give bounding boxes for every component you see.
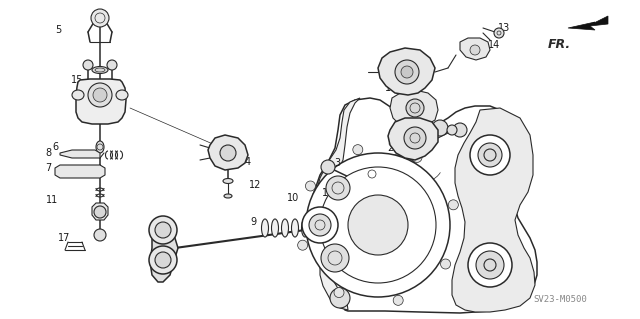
Text: FR.: FR. bbox=[548, 38, 571, 51]
Ellipse shape bbox=[92, 66, 108, 73]
Circle shape bbox=[298, 240, 308, 250]
Ellipse shape bbox=[224, 194, 232, 198]
Circle shape bbox=[88, 83, 112, 107]
Circle shape bbox=[478, 143, 502, 167]
Circle shape bbox=[94, 206, 106, 218]
Circle shape bbox=[302, 207, 338, 243]
Ellipse shape bbox=[72, 90, 84, 100]
Circle shape bbox=[83, 60, 93, 70]
Text: 3: 3 bbox=[334, 158, 340, 168]
Polygon shape bbox=[150, 222, 178, 282]
Circle shape bbox=[432, 120, 448, 136]
Ellipse shape bbox=[271, 219, 278, 237]
Polygon shape bbox=[390, 90, 438, 128]
Circle shape bbox=[353, 145, 363, 155]
Ellipse shape bbox=[96, 141, 104, 153]
Circle shape bbox=[447, 125, 457, 135]
Circle shape bbox=[320, 167, 436, 283]
Circle shape bbox=[220, 145, 236, 161]
Circle shape bbox=[468, 243, 512, 287]
Circle shape bbox=[395, 60, 419, 84]
Text: 5: 5 bbox=[55, 25, 61, 35]
Ellipse shape bbox=[95, 68, 105, 72]
Circle shape bbox=[412, 122, 428, 138]
Polygon shape bbox=[313, 98, 360, 310]
Polygon shape bbox=[388, 118, 438, 160]
Circle shape bbox=[155, 222, 171, 238]
Circle shape bbox=[93, 88, 107, 102]
Circle shape bbox=[309, 214, 331, 236]
Circle shape bbox=[94, 229, 106, 241]
Text: 12: 12 bbox=[249, 180, 261, 190]
Polygon shape bbox=[208, 135, 248, 170]
Text: 14: 14 bbox=[488, 40, 500, 50]
Text: 10: 10 bbox=[287, 193, 299, 203]
Polygon shape bbox=[313, 98, 537, 313]
Text: 13: 13 bbox=[498, 23, 510, 33]
Circle shape bbox=[321, 244, 349, 272]
Circle shape bbox=[348, 195, 408, 255]
Polygon shape bbox=[92, 203, 108, 220]
Text: 2: 2 bbox=[387, 143, 393, 153]
Circle shape bbox=[149, 246, 177, 274]
Ellipse shape bbox=[301, 219, 308, 237]
Circle shape bbox=[326, 176, 350, 200]
Circle shape bbox=[470, 135, 510, 175]
Circle shape bbox=[155, 252, 171, 268]
Text: 4: 4 bbox=[245, 157, 251, 167]
Polygon shape bbox=[60, 150, 100, 158]
Text: 7: 7 bbox=[45, 163, 51, 173]
Circle shape bbox=[470, 45, 480, 55]
Circle shape bbox=[149, 216, 177, 244]
Text: 15: 15 bbox=[71, 75, 83, 85]
Polygon shape bbox=[452, 108, 535, 312]
Circle shape bbox=[412, 152, 422, 162]
Circle shape bbox=[449, 200, 458, 210]
Circle shape bbox=[321, 160, 335, 174]
Circle shape bbox=[404, 127, 426, 149]
Circle shape bbox=[305, 181, 316, 191]
Polygon shape bbox=[76, 79, 126, 124]
Circle shape bbox=[494, 28, 504, 38]
Circle shape bbox=[393, 295, 403, 305]
Circle shape bbox=[406, 99, 424, 117]
Circle shape bbox=[453, 123, 467, 137]
Circle shape bbox=[440, 259, 451, 269]
Circle shape bbox=[107, 60, 117, 70]
Text: 17: 17 bbox=[58, 233, 70, 243]
Text: 8: 8 bbox=[45, 148, 51, 158]
Text: 11: 11 bbox=[46, 195, 58, 205]
Polygon shape bbox=[378, 48, 435, 95]
Circle shape bbox=[401, 66, 413, 78]
Text: 1: 1 bbox=[385, 83, 391, 93]
Circle shape bbox=[330, 288, 350, 308]
Polygon shape bbox=[55, 165, 105, 178]
Text: SV23-M0500: SV23-M0500 bbox=[533, 295, 587, 305]
Polygon shape bbox=[568, 16, 608, 30]
Circle shape bbox=[476, 251, 504, 279]
Ellipse shape bbox=[116, 90, 128, 100]
Ellipse shape bbox=[282, 219, 289, 237]
Circle shape bbox=[306, 153, 450, 297]
Text: 9: 9 bbox=[250, 217, 256, 227]
Ellipse shape bbox=[223, 179, 233, 183]
Circle shape bbox=[334, 287, 344, 298]
Ellipse shape bbox=[291, 219, 298, 237]
Text: 16: 16 bbox=[322, 188, 334, 198]
Circle shape bbox=[91, 9, 109, 27]
Polygon shape bbox=[460, 38, 490, 60]
Ellipse shape bbox=[262, 219, 269, 237]
Text: 6: 6 bbox=[52, 142, 58, 152]
